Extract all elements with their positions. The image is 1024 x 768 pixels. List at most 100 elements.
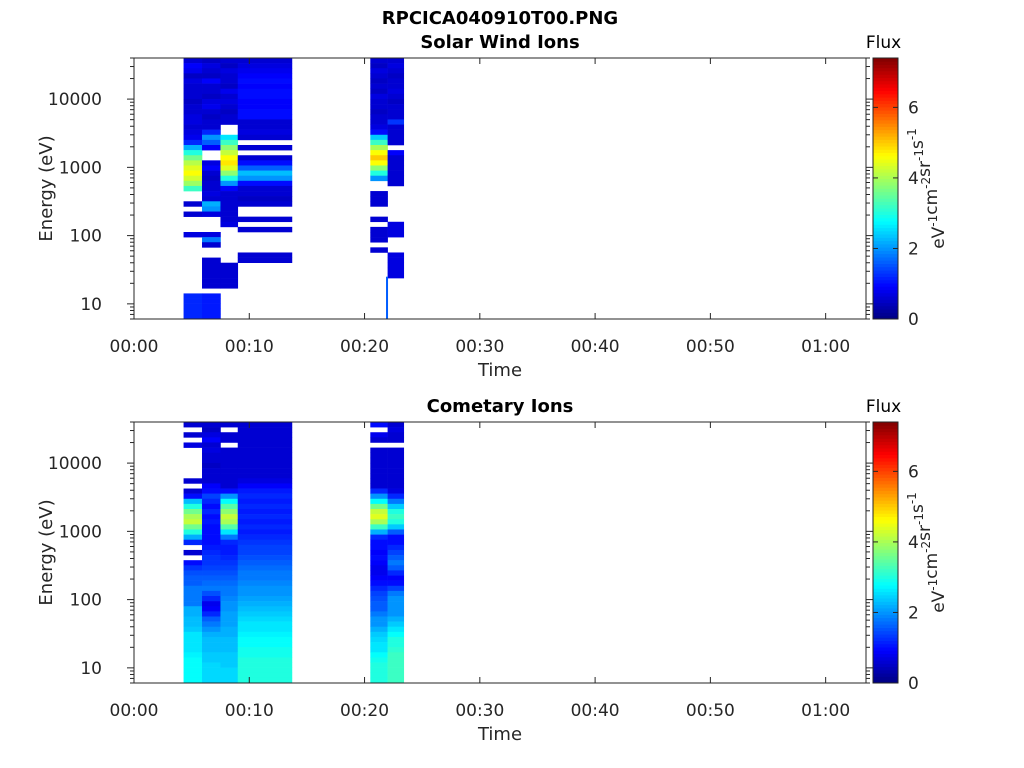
- heatmap-cell: [202, 272, 221, 279]
- heatmap-cell: [202, 524, 221, 530]
- heatmap-cell: [183, 134, 203, 141]
- plot-frame: [133, 57, 867, 320]
- heatmap-cell: [202, 606, 221, 612]
- heatmap-cell: [220, 657, 239, 663]
- unit-exponent: -1: [912, 513, 926, 525]
- heatmap-cell: [370, 473, 388, 479]
- heatmap-cell: [220, 201, 239, 207]
- heatmap-cell: [387, 488, 405, 494]
- heatmap-cell: [387, 257, 405, 264]
- heatmap-cell: [370, 555, 388, 561]
- heatmap-cell: [220, 616, 239, 622]
- heatmap-cell: [202, 529, 221, 535]
- heatmap-cell: [237, 555, 293, 561]
- heatmap-cell: [220, 478, 239, 484]
- colorbar-swatch: [873, 454, 898, 459]
- heatmap-cell: [183, 139, 203, 146]
- heatmap-cell: [202, 555, 221, 561]
- unit-base: sr: [915, 525, 935, 541]
- heatmap-cell: [237, 73, 293, 79]
- heatmap-cell: [220, 63, 239, 69]
- colorbar-swatch: [873, 425, 898, 429]
- heatmap-cell: [220, 180, 239, 187]
- heatmap-cell: [202, 237, 221, 243]
- heatmap-cell: [370, 139, 388, 146]
- heatmap-cell: [220, 590, 239, 597]
- heatmap-cell: [370, 667, 388, 674]
- colorbar-swatch: [873, 506, 898, 511]
- heatmap-cell: [237, 104, 293, 110]
- heatmap-cell: [370, 596, 388, 602]
- heatmap-cell: [387, 432, 405, 438]
- heatmap-cell: [387, 652, 405, 658]
- heatmap-cell: [387, 519, 405, 525]
- heatmap-cell: [202, 242, 221, 248]
- heatmap-cell: [370, 170, 388, 177]
- heatmap-cell: [220, 283, 239, 289]
- colorbar-swatch: [873, 191, 898, 196]
- y-axis-label: Energy (eV): [36, 135, 57, 241]
- heatmap-cell: [220, 509, 239, 515]
- colorbar-swatch: [873, 217, 898, 222]
- x-axis-label: Time: [477, 724, 522, 745]
- unit-base: eV: [929, 590, 949, 612]
- colorbar-swatch: [873, 97, 898, 101]
- colorbar-swatch: [873, 545, 898, 550]
- heatmap-cell: [220, 596, 239, 602]
- heatmap-cell: [370, 611, 388, 617]
- heatmap-cell: [387, 549, 405, 556]
- colorbar-swatch: [873, 204, 898, 209]
- heatmap-cell: [387, 560, 405, 566]
- heatmap-cell: [183, 165, 203, 171]
- y-tick-label: 100: [70, 591, 102, 611]
- heatmap-cell: [183, 180, 203, 187]
- heatmap-cell: [183, 170, 203, 177]
- heatmap-cell: [183, 478, 203, 484]
- heatmap-cell: [183, 303, 203, 310]
- heatmap-cell: [220, 621, 239, 628]
- heatmap-cell: [202, 78, 221, 84]
- heatmap-cell: [202, 278, 221, 284]
- heatmap-cell: [220, 647, 239, 653]
- x-tick-label: 01:00: [801, 337, 850, 357]
- heatmap-cell: [370, 478, 388, 484]
- heatmap-cell: [237, 109, 293, 115]
- heatmap-cell: [387, 483, 405, 489]
- heatmap-cell: [183, 539, 203, 546]
- heatmap-cell: [237, 596, 293, 602]
- colorbar-swatch: [873, 263, 898, 268]
- heatmap-cell: [202, 636, 221, 643]
- heatmap-cell: [220, 73, 239, 79]
- heatmap-cell: [387, 119, 405, 125]
- heatmap-cell: [387, 139, 405, 146]
- colorbar-swatch: [873, 64, 898, 69]
- heatmap-cell: [220, 452, 239, 459]
- heatmap-cell: [220, 555, 239, 561]
- heatmap-cell: [370, 636, 388, 643]
- heatmap-cell: [237, 534, 293, 541]
- heatmap-cell: [183, 232, 203, 238]
- heatmap-cell: [202, 503, 221, 510]
- unit-base: eV: [929, 226, 949, 248]
- colorbar-swatch: [873, 572, 898, 576]
- colorbar-swatch: [873, 80, 898, 85]
- heatmap-cell: [370, 493, 388, 500]
- heatmap-cell: [370, 534, 388, 541]
- heatmap-cell: [237, 636, 293, 643]
- heatmap-cell: [220, 272, 239, 279]
- y-tick-label: 100: [70, 227, 102, 247]
- heatmap-cell: [370, 606, 388, 612]
- heatmap-cell: [387, 109, 405, 115]
- heatmap-cell: [202, 447, 221, 454]
- colorbar-swatch: [873, 607, 898, 612]
- heatmap-cell: [237, 145, 293, 151]
- colorbar-swatch: [873, 250, 898, 255]
- heatmap-cell: [237, 134, 293, 141]
- heatmap-cell: [220, 503, 239, 510]
- heatmap-cell: [183, 570, 203, 576]
- colorbar-swatch: [873, 529, 898, 534]
- heatmap-cell: [370, 585, 388, 592]
- heatmap-cell: [183, 73, 203, 79]
- heatmap-cell: [387, 565, 405, 571]
- heatmap-cell: [387, 422, 405, 428]
